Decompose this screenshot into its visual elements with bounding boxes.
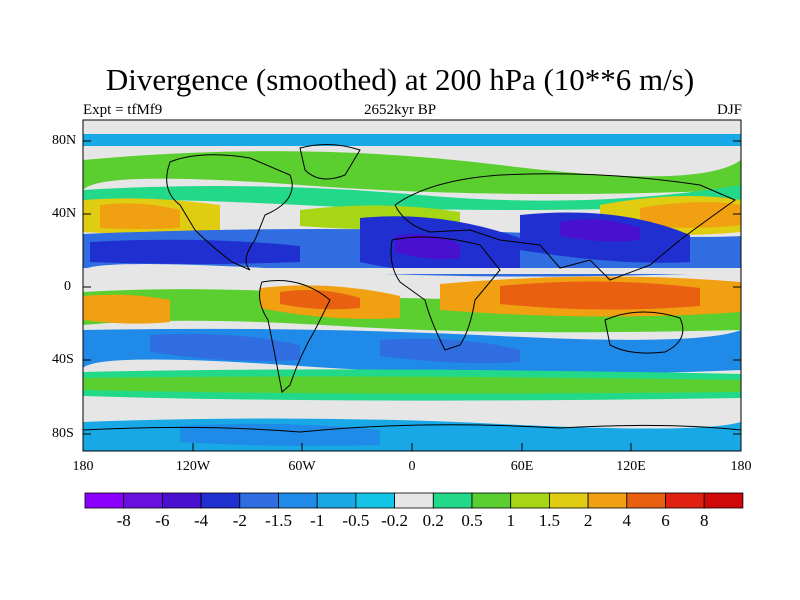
colorbar-box: [316, 492, 357, 509]
coast-africa: [390, 236, 501, 351]
colorbar-label: 4: [622, 511, 632, 530]
experiment-label: Expt = tfMf9: [83, 102, 163, 118]
coast-australia: [604, 311, 684, 354]
colorbar-label: 1.5: [538, 511, 561, 530]
colorbar: [84, 492, 744, 509]
colorbar-box: [278, 492, 318, 509]
coast-eurasia: [394, 173, 737, 281]
colorbar-label: -2: [232, 511, 247, 530]
lon-label-180e: 180: [730, 459, 752, 474]
colorbar-label: -0.5: [342, 511, 370, 530]
colorbar-box: [394, 492, 434, 509]
colorbar-box: [510, 492, 550, 509]
colorbar-label: -6: [155, 511, 170, 530]
colorbar-box: [84, 492, 125, 509]
lat-label-0: 0: [64, 279, 71, 294]
colorbar-box: [587, 492, 628, 509]
season-label: DJF: [716, 102, 742, 118]
coast-south-america: [259, 279, 331, 393]
colorbar-box: [161, 492, 202, 509]
colorbar-label: -0.2: [381, 511, 409, 530]
colorbar-label: 0.5: [461, 511, 483, 530]
coast-greenland: [299, 144, 361, 180]
colorbar-label: 1: [506, 511, 515, 530]
colorbar-box: [355, 492, 395, 509]
coast-north-america: [166, 154, 293, 271]
coastlines: [83, 144, 741, 433]
colorbar-box: [703, 492, 744, 509]
map-title: Divergence (smoothed) at 200 hPa (10**6 …: [105, 62, 695, 97]
colorbar-box: [432, 492, 473, 509]
colorbar-box: [626, 492, 666, 509]
lon-label-180w: 180: [72, 459, 94, 474]
time-label: 2652kyr BP: [363, 102, 437, 118]
colorbar-box: [239, 492, 279, 509]
lon-label-0: 0: [408, 459, 416, 474]
colorbar-label: -4: [194, 511, 209, 530]
coast-antarctica: [83, 424, 741, 433]
lon-label-120w: 120W: [175, 459, 211, 474]
lon-label-120e: 120E: [616, 459, 646, 474]
colorbar-label: 0.2: [422, 511, 444, 530]
colorbar-label: -8: [116, 511, 131, 530]
lat-label-40n: 40N: [52, 206, 77, 221]
colorbar-label: 2: [583, 511, 593, 530]
colorbar-label: -1.5: [265, 511, 292, 530]
lon-ticks: [82, 443, 742, 451]
colorbar-box: [200, 492, 241, 509]
lat-label-80s: 80S: [52, 426, 74, 441]
divergence-field: [83, 120, 741, 451]
lat-label-40s: 40S: [52, 352, 74, 367]
colorbar-label: 6: [661, 511, 670, 530]
lat-label-80n: 80N: [52, 133, 77, 148]
colorbar-box: [471, 492, 512, 509]
colorbar-label: 8: [699, 511, 709, 530]
lon-label-60w: 60W: [288, 459, 316, 474]
colorbar-box: [549, 492, 589, 509]
colorbar-label: -1: [310, 511, 325, 530]
colorbar-box: [123, 492, 163, 509]
lon-label-60e: 60E: [510, 459, 534, 474]
colorbar-box: [665, 492, 705, 509]
lat-ticks: [83, 140, 741, 435]
